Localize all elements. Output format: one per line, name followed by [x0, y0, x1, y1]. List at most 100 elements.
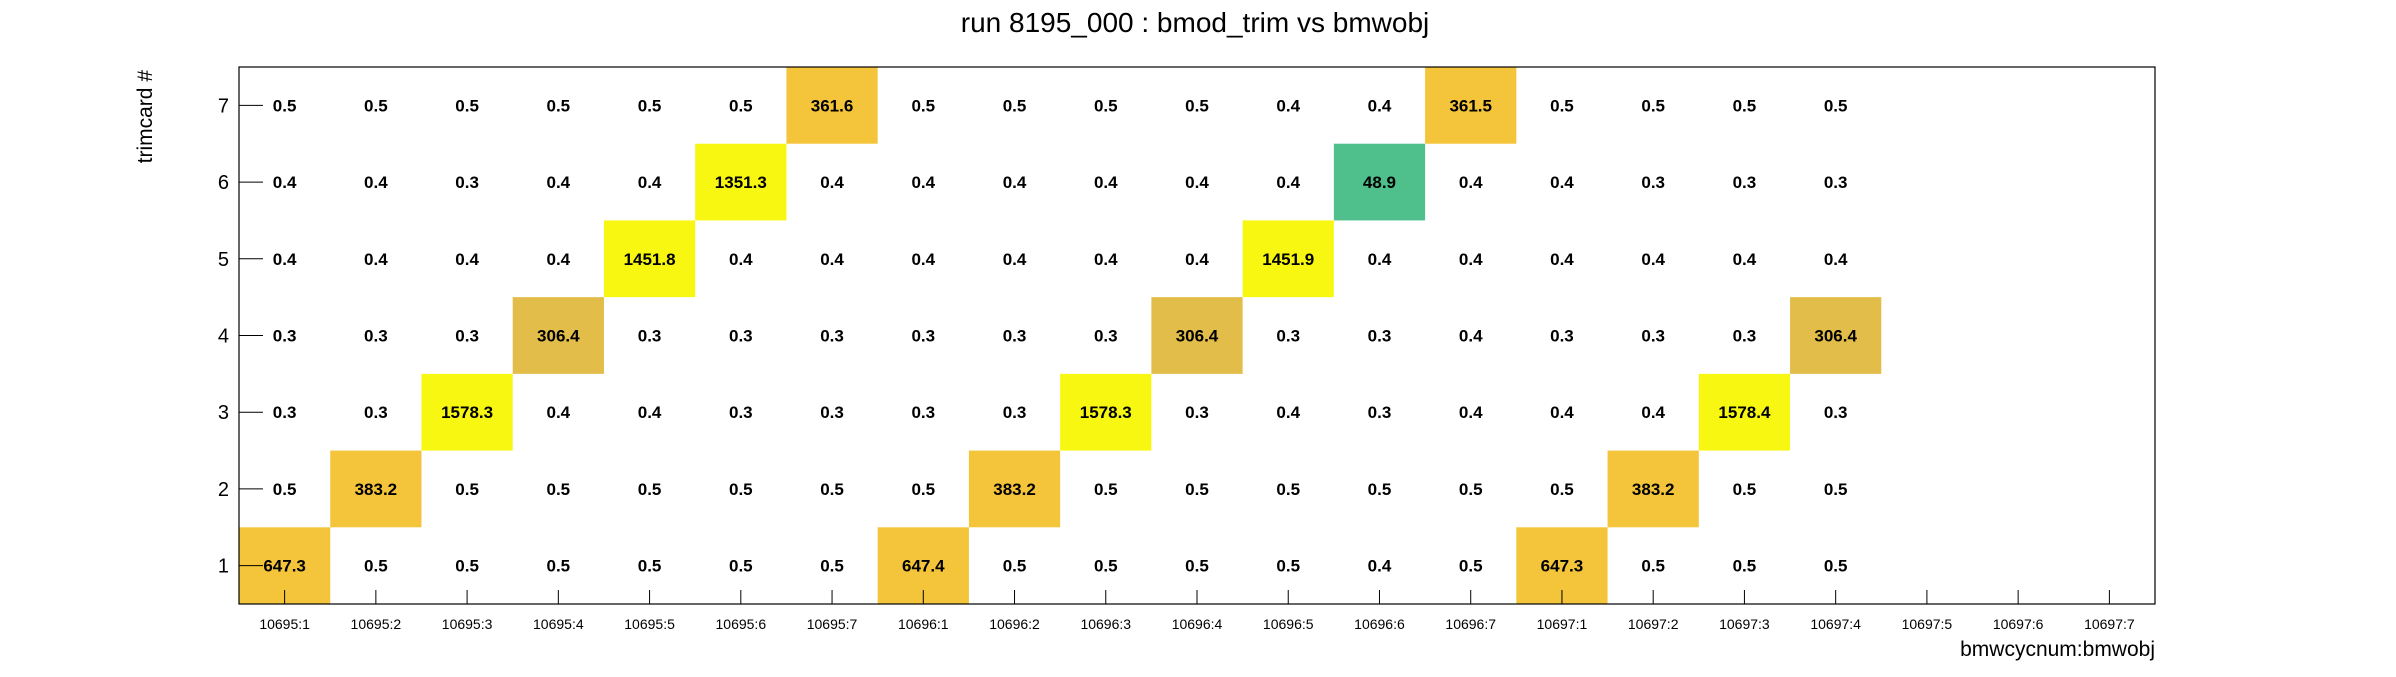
cell-value-label: 647.4 — [902, 557, 945, 576]
cell-value-label: 0.3 — [455, 327, 479, 346]
cell-value-label: 0.3 — [729, 403, 753, 422]
cell-value-label: 0.4 — [1185, 250, 1209, 269]
cell-value-label: 0.3 — [1003, 403, 1027, 422]
cell-value-label: 0.4 — [547, 403, 571, 422]
cell-value-label: 0.5 — [1276, 557, 1300, 576]
cell-value-label: 0.4 — [1094, 173, 1118, 192]
chart-title: run 8195_000 : bmod_trim vs bmwobj — [961, 7, 1429, 38]
cell-value-label: 0.5 — [911, 480, 935, 499]
cell-value-label: 0.3 — [1641, 327, 1665, 346]
cell-value-label: 0.3 — [1185, 403, 1209, 422]
cell-value-label: 0.5 — [911, 96, 935, 115]
cell-value-label: 0.3 — [455, 173, 479, 192]
cell-value-label: 0.5 — [455, 480, 479, 499]
cell-value-label: 0.5 — [547, 96, 571, 115]
x-tick-label: 10697:3 — [1719, 616, 1770, 632]
cell-value-label: 0.4 — [1368, 96, 1392, 115]
cell-value-label: 0.4 — [1185, 173, 1209, 192]
cell-value-label: 0.5 — [820, 480, 844, 499]
cell-value-label: 0.4 — [1550, 250, 1574, 269]
cell-labels: 647.3 0.5 0.5 0.5 0.5 0.5 0.5 647.4 0.5 0.5 0.5 0.5… — [263, 96, 1857, 575]
x-tick-label: 10697:2 — [1628, 616, 1679, 632]
x-tick-label: 10695:5 — [624, 616, 675, 632]
cell-value-label: 0.3 — [820, 403, 844, 422]
cell-value-label: 0.5 — [547, 480, 571, 499]
heatmap-cell — [1607, 450, 1699, 528]
x-tick-label: 10696:6 — [1354, 616, 1405, 632]
cell-value-label: 0.4 — [273, 250, 297, 269]
heatmap-cells — [239, 67, 1882, 604]
cell-value-label: 0.5 — [1003, 96, 1027, 115]
cell-value-label: 647.3 — [1541, 557, 1584, 576]
x-tick-label: 10697:6 — [1993, 616, 2044, 632]
cell-value-label: 306.4 — [1176, 327, 1219, 346]
cell-value-label: 0.3 — [729, 327, 753, 346]
cell-value-label: 361.5 — [1449, 96, 1492, 115]
cell-value-label: 0.5 — [364, 557, 388, 576]
cell-value-label: 0.5 — [1824, 96, 1848, 115]
cell-value-label: 0.5 — [1641, 96, 1665, 115]
cell-value-label: 0.3 — [911, 403, 935, 422]
heatmap-cell — [512, 297, 604, 374]
cell-value-label: 0.4 — [1459, 327, 1483, 346]
cell-value-label: 0.4 — [547, 250, 571, 269]
cell-value-label: 0.3 — [820, 327, 844, 346]
cell-value-label: 0.5 — [1094, 480, 1118, 499]
cell-value-label: 0.4 — [1368, 557, 1392, 576]
heatmap-cell — [695, 143, 787, 221]
cell-value-label: 0.5 — [729, 480, 753, 499]
cell-value-label: 48.9 — [1363, 173, 1396, 192]
y-tick-label: 1 — [218, 556, 229, 578]
cell-value-label: 0.5 — [1733, 557, 1757, 576]
cell-value-label: 0.4 — [820, 173, 844, 192]
x-tick-label: 10696:2 — [989, 616, 1040, 632]
x-tick-label: 10696:1 — [898, 616, 949, 632]
cell-value-label: 0.4 — [273, 173, 297, 192]
cell-value-label: 0.4 — [911, 250, 935, 269]
x-tick-label: 10696:5 — [1263, 616, 1314, 632]
x-tick-label: 10696:4 — [1172, 616, 1223, 632]
cell-value-label: 0.4 — [1550, 403, 1574, 422]
cell-value-label: 0.4 — [1641, 250, 1665, 269]
cell-value-label: 383.2 — [355, 480, 398, 499]
cell-value-label: 0.5 — [1094, 96, 1118, 115]
heatmap-cell — [1333, 143, 1426, 221]
cell-value-label: 0.3 — [1550, 327, 1574, 346]
cell-value-label: 0.5 — [1641, 557, 1665, 576]
cell-value-label: 1578.3 — [441, 403, 493, 422]
cell-value-label: 0.4 — [547, 173, 571, 192]
cell-value-label: 0.4 — [364, 173, 388, 192]
cell-value-label: 0.3 — [1733, 173, 1757, 192]
cell-value-label: 1351.3 — [715, 173, 767, 192]
cell-value-label: 0.4 — [1459, 403, 1483, 422]
cell-value-label: 0.5 — [1550, 480, 1574, 499]
heatmap-cell — [968, 450, 1061, 528]
cell-value-label: 0.4 — [1003, 250, 1027, 269]
cell-value-label: 0.5 — [1459, 557, 1483, 576]
cell-value-label: 0.5 — [1185, 480, 1209, 499]
cell-value-label: 0.5 — [1185, 96, 1209, 115]
cell-value-label: 0.3 — [911, 327, 935, 346]
cell-value-label: 0.3 — [1733, 327, 1757, 346]
cell-value-label: 0.4 — [1459, 173, 1483, 192]
x-tick-label: 10695:1 — [259, 616, 310, 632]
cell-value-label: 0.3 — [1368, 327, 1392, 346]
cell-value-label: 0.5 — [820, 557, 844, 576]
cell-value-label: 1578.3 — [1080, 403, 1132, 422]
cell-value-label: 0.5 — [1459, 480, 1483, 499]
cell-value-label: 0.3 — [1824, 403, 1848, 422]
y-tick-label: 5 — [218, 249, 229, 271]
heatmap-cell — [1060, 373, 1152, 451]
x-axis-title: bmwcycnum:bmwobj — [1960, 638, 2155, 661]
cell-value-label: 0.4 — [1824, 250, 1848, 269]
cell-value-label: 383.2 — [993, 480, 1036, 499]
cell-value-label: 0.4 — [1276, 173, 1300, 192]
cell-value-label: 0.3 — [1094, 327, 1118, 346]
cell-value-label: 0.5 — [638, 480, 662, 499]
cell-value-label: 0.5 — [1824, 557, 1848, 576]
cell-value-label: 0.3 — [638, 327, 662, 346]
y-axis-title: trimcard # — [134, 70, 157, 164]
cell-value-label: 0.4 — [1276, 403, 1300, 422]
cell-value-label: 0.3 — [1641, 173, 1665, 192]
